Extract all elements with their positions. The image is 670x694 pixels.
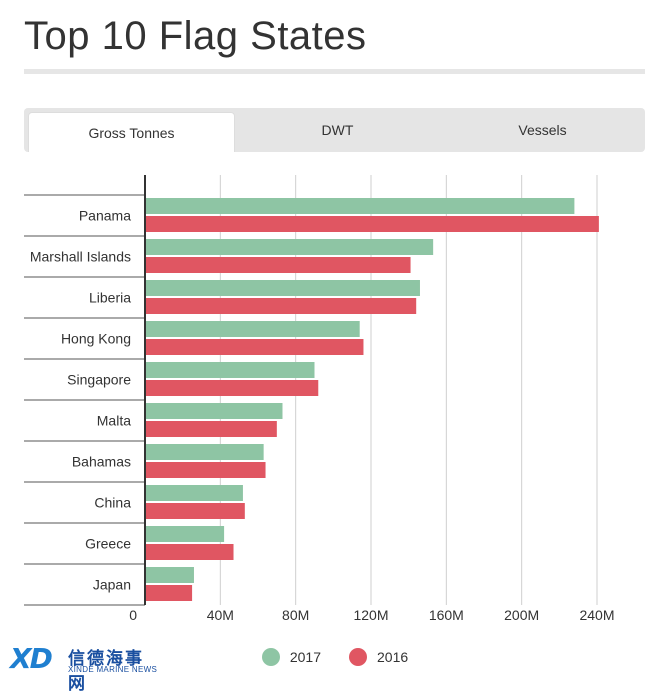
bar-2017-greece[interactable] bbox=[145, 526, 225, 542]
category-label: Greece bbox=[85, 536, 131, 552]
bar-2017-china[interactable] bbox=[145, 485, 243, 501]
title-divider bbox=[24, 69, 645, 74]
category-label: Hong Kong bbox=[61, 331, 131, 347]
bar-2016-malta[interactable] bbox=[145, 421, 277, 437]
legend-item-2016[interactable]: 2016 bbox=[349, 648, 408, 666]
chart-title: Top 10 Flag States bbox=[24, 14, 367, 58]
x-tick-label: 120M bbox=[353, 607, 388, 623]
category-label: Liberia bbox=[89, 290, 131, 306]
metric-tabs: Gross Tonnes DWT Vessels bbox=[24, 108, 645, 152]
bar-2016-liberia[interactable] bbox=[145, 298, 417, 314]
category-label: Marshall Islands bbox=[30, 249, 131, 265]
bar-2017-hong-kong[interactable] bbox=[145, 321, 360, 337]
x-tick-label: 40M bbox=[207, 607, 234, 623]
xinde-logo: XD 信德海事网 XINDE MARINE NEWS bbox=[10, 640, 160, 693]
logo-mark: XD bbox=[10, 642, 53, 675]
category-label: Singapore bbox=[67, 372, 131, 388]
legend-swatch-2016 bbox=[349, 648, 367, 666]
tab-dwt[interactable]: DWT bbox=[321, 122, 354, 138]
legend-label-2017: 2017 bbox=[289, 649, 321, 665]
bar-2016-bahamas[interactable] bbox=[145, 462, 266, 478]
tab-vessels[interactable]: Vessels bbox=[518, 122, 567, 138]
category-label: Panama bbox=[79, 208, 131, 224]
bar-2017-marshall-islands[interactable] bbox=[145, 239, 434, 255]
category-label: Bahamas bbox=[72, 454, 131, 470]
x-tick-label: 160M bbox=[429, 607, 464, 623]
x-tick-label: 80M bbox=[282, 607, 309, 623]
bar-2017-japan[interactable] bbox=[145, 567, 194, 583]
bar-2017-singapore[interactable] bbox=[145, 362, 315, 378]
logo-english-text: XINDE MARINE NEWS bbox=[68, 665, 158, 674]
bar-2016-marshall-islands[interactable] bbox=[145, 257, 411, 273]
bar-2016-panama[interactable] bbox=[145, 216, 599, 232]
x-tick-label: 0 bbox=[129, 607, 137, 623]
x-tick-label: 240M bbox=[579, 607, 614, 623]
legend-label-2016: 2016 bbox=[377, 649, 409, 665]
category-label: China bbox=[94, 495, 131, 511]
bar-2016-hong-kong[interactable] bbox=[145, 339, 364, 355]
bar-2017-bahamas[interactable] bbox=[145, 444, 264, 460]
category-label: Malta bbox=[97, 413, 131, 429]
bar-chart: Panama Marshall Islands Liberia Hong Kong Si… bbox=[24, 175, 615, 623]
tab-gross-tonnes[interactable]: Gross Tonnes bbox=[28, 112, 235, 152]
bar-2016-china[interactable] bbox=[145, 503, 245, 519]
bar-2016-japan[interactable] bbox=[145, 585, 193, 601]
bar-2016-singapore[interactable] bbox=[145, 380, 319, 396]
bar-2017-liberia[interactable] bbox=[145, 280, 420, 296]
legend-item-2017[interactable]: 2017 bbox=[261, 648, 321, 666]
chart-legend: 2017 2016 bbox=[0, 648, 670, 666]
legend-swatch-2017 bbox=[261, 648, 280, 666]
x-tick-label: 200M bbox=[504, 607, 539, 623]
bar-2017-malta[interactable] bbox=[145, 403, 283, 419]
bar-2016-greece[interactable] bbox=[145, 544, 234, 560]
category-label: Japan bbox=[93, 577, 131, 593]
bar-2017-panama[interactable] bbox=[145, 198, 575, 214]
